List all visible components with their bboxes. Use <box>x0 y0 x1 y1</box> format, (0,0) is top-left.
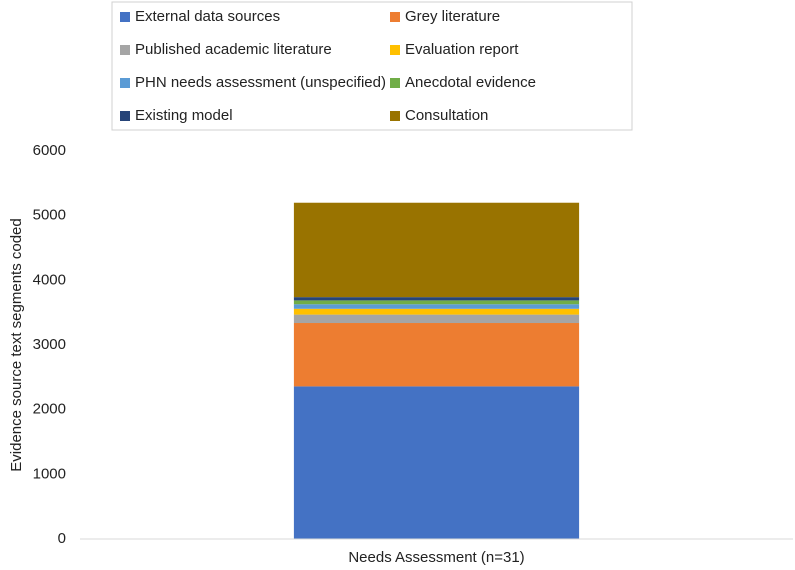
y-axis-ticks: 0 1000 2000 3000 4000 5000 6000 <box>33 142 66 547</box>
legend-label: Existing model <box>135 107 233 124</box>
bar-segment-phn-needs-assessment-unspecified <box>293 304 580 309</box>
legend-label: External data sources <box>135 8 280 25</box>
legend: External data sources Grey literature Publ… <box>120 8 536 124</box>
legend-swatch <box>390 111 400 121</box>
y-tick-label: 0 <box>58 530 66 547</box>
legend-swatch <box>120 45 130 55</box>
bar-segment-consultation <box>293 202 580 298</box>
legend-label: Consultation <box>405 107 488 124</box>
bars <box>293 202 580 539</box>
legend-label: Published academic literature <box>135 41 332 58</box>
y-tick-label: 6000 <box>33 142 66 159</box>
legend-label: Anecdotal evidence <box>405 74 536 91</box>
y-axis-label: Evidence source text segments coded <box>8 218 25 471</box>
legend-swatch <box>390 12 400 22</box>
x-tick-label: Needs Assessment (n=31) <box>348 549 524 566</box>
bar-segment-anecdotal-evidence <box>293 300 580 305</box>
legend-label: Evaluation report <box>405 41 519 58</box>
bar-segment-existing-model <box>293 297 580 301</box>
y-tick-label: 2000 <box>33 401 66 418</box>
legend-box <box>111 1 633 131</box>
legend-label: Grey literature <box>405 8 500 25</box>
legend-swatch <box>120 78 130 88</box>
y-tick-label: 3000 <box>33 336 66 353</box>
y-tick-label: 5000 <box>33 207 66 224</box>
bar-segment-grey-literature <box>293 323 580 387</box>
bar-segment-evaluation-report <box>293 308 580 315</box>
legend-swatch <box>390 45 400 55</box>
x-axis-ticks: Needs Assessment (n=31) <box>348 549 524 566</box>
bar-segment-published-academic-literature <box>293 314 580 324</box>
legend-swatch <box>120 12 130 22</box>
legend-label: PHN needs assessment (unspecified) <box>135 74 386 91</box>
y-tick-label: 4000 <box>33 271 66 288</box>
bar-segment-external-data-sources <box>293 386 580 539</box>
y-tick-label: 1000 <box>33 465 66 482</box>
legend-swatch <box>390 78 400 88</box>
legend-swatch <box>120 111 130 121</box>
